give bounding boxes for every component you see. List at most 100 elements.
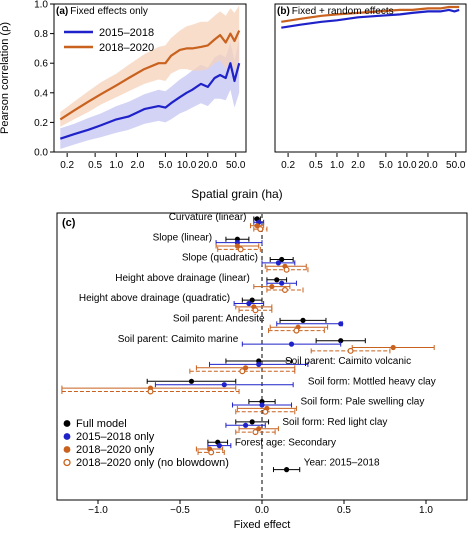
effect-group: Forest age: Secondary	[195, 437, 336, 456]
effect-group: Soil parent: Caimito marine	[118, 334, 435, 354]
estimate-point-black	[274, 277, 280, 283]
estimate-point-open	[237, 246, 244, 253]
estimate-point-blue	[275, 260, 281, 266]
effect-group: Slope (quadratic)	[182, 253, 309, 273]
x-tick-label-0.5: 0.5	[309, 160, 323, 171]
y-tick-label-0.2: 0.2	[34, 118, 48, 129]
panel-b-tag: (b) Fixed + random effects	[277, 6, 394, 17]
effect-group: Year: 2015–2018	[272, 458, 380, 473]
panel-a-letter: (a)	[56, 6, 68, 17]
legend-marker-orange	[63, 446, 71, 453]
estimate-point-black	[249, 419, 255, 425]
x-tick-label-0.5: 0.5	[88, 160, 102, 171]
y-tick-label-0.4: 0.4	[34, 88, 48, 99]
legend-marker-blue	[63, 433, 71, 440]
estimate-point-black	[300, 317, 306, 323]
estimate-point-orange	[269, 284, 275, 290]
effect-label: Soil form: Red light clay	[282, 417, 387, 428]
effect-group: Slope (linear)	[153, 232, 263, 253]
x-tick-label: 0.5	[337, 505, 351, 516]
legend-label: 2018–2020 only (no blowdown)	[76, 457, 229, 469]
x-tick-label: −1.0	[88, 505, 108, 516]
estimate-point-open	[281, 287, 288, 294]
series-line-blue	[281, 8, 460, 29]
x-tick-label-5.0: 5.0	[158, 160, 172, 171]
effect-label: Forest age: Secondary	[235, 437, 336, 448]
estimate-point-orange	[390, 344, 396, 351]
x-tick-label-2.0: 2.0	[351, 160, 365, 171]
effect-group: Soil form: Mottled heavy clay	[61, 376, 436, 395]
estimate-point-open	[252, 429, 259, 436]
effect-group: Soil parent: Andesite	[173, 314, 344, 334]
effect-label: Year: 2015–2018	[304, 458, 380, 469]
x-tick-label: −0.5	[170, 505, 190, 516]
panel-c-xlabel: Fixed effect	[234, 519, 291, 531]
estimate-point-open	[262, 408, 269, 415]
effect-label: Soil parent: Andesite	[173, 314, 265, 325]
x-tick-label: 0.0	[255, 505, 269, 516]
panel-b-frame	[274, 3, 467, 153]
panel-b-title: Fixed + random effects	[292, 6, 394, 17]
effect-group: Height above drainage (quadratic)	[79, 293, 273, 314]
estimate-point-blue	[243, 422, 249, 428]
series-line-orange	[281, 5, 460, 23]
estimate-point-black	[249, 297, 255, 303]
effect-label: Slope (linear)	[153, 232, 212, 243]
x-tick-label-10.0: 10.0	[177, 160, 197, 171]
legend-label-orange: 2018–2020	[99, 42, 154, 54]
panel-b-fixed-random-effects: 0.2 0.5 1.0 2.0 5.0 10.0 20.0 50.0 (b) Fixed + r…	[274, 3, 467, 171]
estimate-point-blue	[246, 300, 252, 307]
x-tick-label-5.0: 5.0	[379, 160, 393, 171]
effect-group: Soil form: Red light clay	[225, 417, 387, 436]
effect-group: Soil form: Pale swelling clay	[231, 397, 424, 415]
legend-label: Full model	[76, 418, 127, 430]
x-tick-label-1.0: 1.0	[330, 160, 344, 171]
ci-band-blue	[60, 39, 240, 149]
estimate-point-blue	[221, 382, 227, 388]
series-line-orange	[59, 30, 241, 121]
x-tick-label-10.0: 10.0	[397, 160, 417, 171]
x-tick-label-20.0: 20.0	[198, 160, 218, 171]
estimate-point-black	[284, 467, 290, 473]
effect-group: Height above drainage (linear)	[115, 273, 304, 294]
effect-label: Soil parent: Caimito marine	[118, 334, 239, 345]
y-tick-label-1.0: 1.0	[34, 0, 48, 11]
estimate-point-blue	[338, 321, 344, 327]
panel-a-frame	[53, 3, 247, 153]
panel-c-letter: (c)	[62, 217, 76, 229]
legend-label-blue: 2015–2018	[99, 27, 154, 39]
legend-label: 2018–2020 only	[76, 444, 155, 456]
effect-group: Curvature (linear)	[169, 212, 268, 233]
x-tick-label-0.2: 0.2	[281, 160, 295, 171]
estimate-point-blue	[256, 361, 262, 367]
effect-label: Height above drainage (quadratic)	[79, 293, 230, 304]
estimate-point-black	[338, 338, 344, 344]
panel-a-fixed-effects: 0.2 0.5 1.0 2.0 5.0 10.0 20.0 50.0 0.0 0.2 0.4 0.6…	[0, 0, 247, 171]
x-tick-label-50.0: 50.0	[226, 160, 246, 171]
panel-a-tag: (a) Fixed effects only	[56, 6, 148, 17]
effect-label: Soil form: Mottled heavy clay	[308, 376, 436, 387]
estimate-point-open	[293, 327, 300, 334]
panel-a-ylabel: Pearson correlation (ρ)	[0, 22, 11, 134]
estimate-point-open	[347, 347, 354, 354]
effect-label: Slope (quadratic)	[182, 253, 258, 264]
effect-label: Height above drainage (linear)	[115, 273, 250, 284]
estimate-point-black	[279, 256, 285, 263]
x-tick-label: 1.0	[419, 505, 433, 516]
estimate-point-open	[208, 449, 215, 456]
panel-b-letter: (b)	[277, 6, 290, 17]
effect-label: Curvature (linear)	[169, 212, 247, 223]
estimate-point-blue	[216, 443, 222, 449]
estimate-point-blue	[259, 402, 265, 408]
y-tick-label-0.8: 0.8	[34, 29, 48, 40]
y-tick-label-0.0: 0.0	[34, 148, 48, 159]
y-tick-label-0.6: 0.6	[34, 59, 48, 70]
x-tick-label-1.0: 1.0	[109, 160, 123, 171]
estimate-point-open	[283, 266, 290, 273]
legend-marker-black	[63, 420, 71, 427]
series-line-blue	[59, 62, 241, 140]
x-tick-label-0.2: 0.2	[60, 160, 74, 171]
estimate-point-open	[252, 307, 259, 314]
